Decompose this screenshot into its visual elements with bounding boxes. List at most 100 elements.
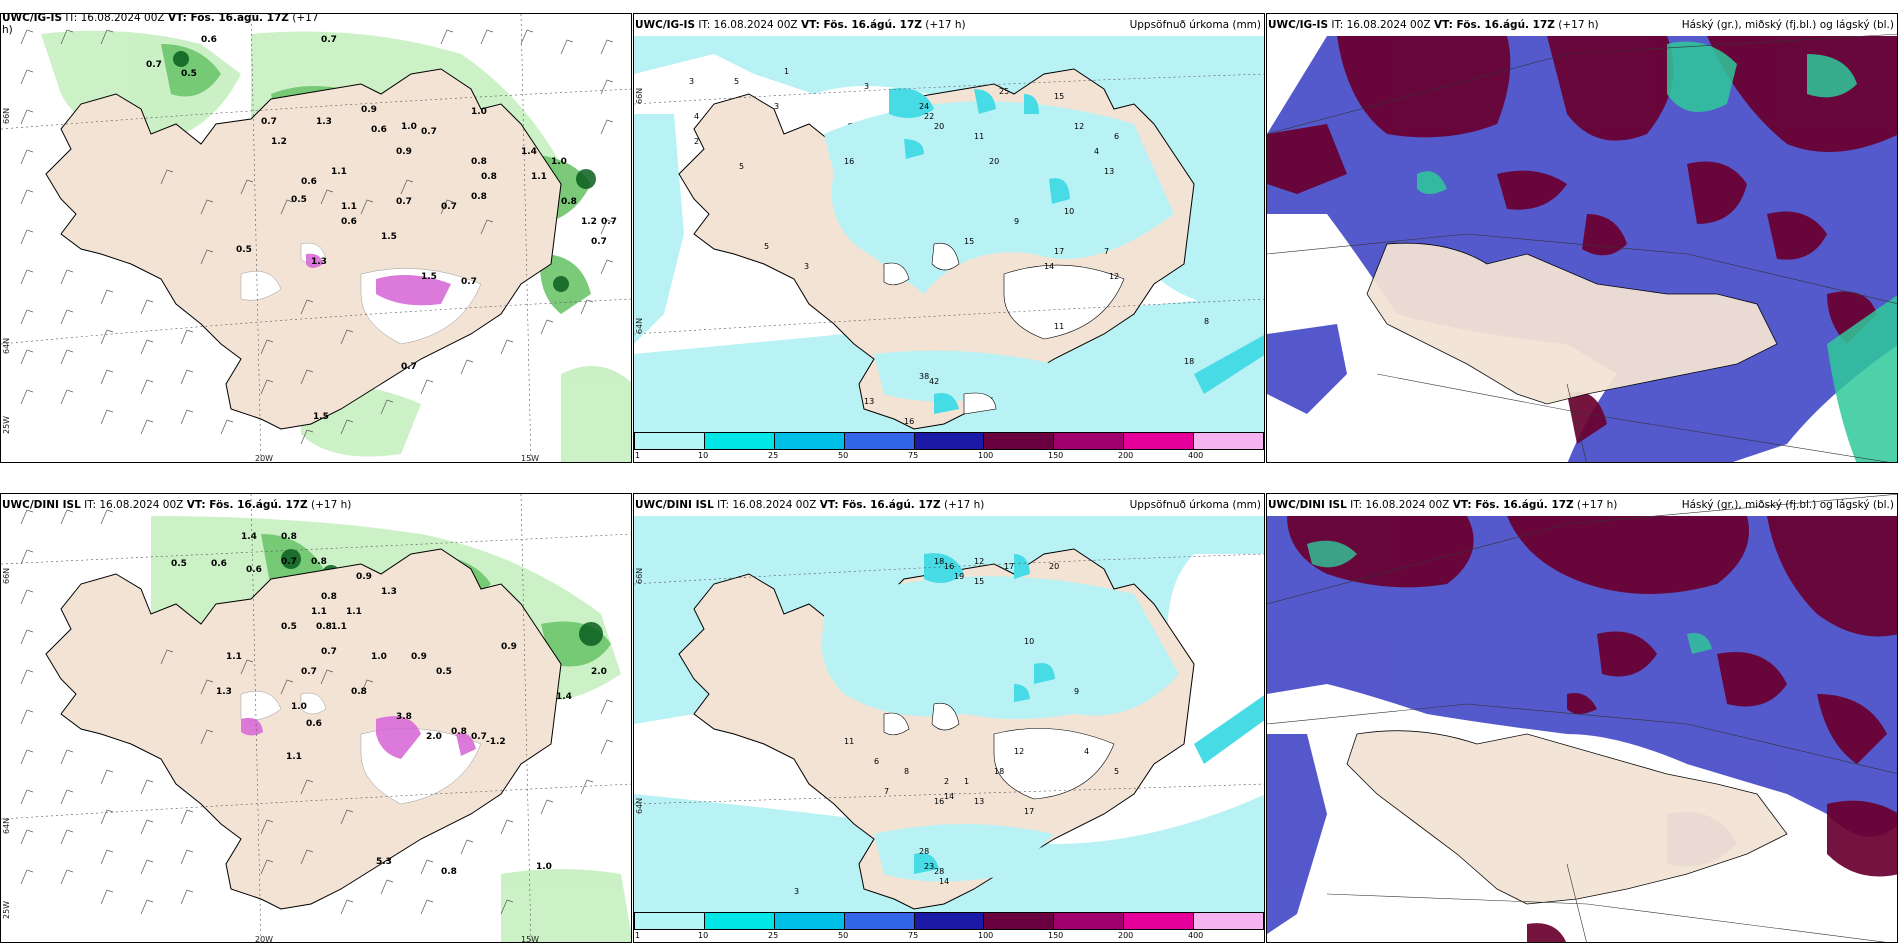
model-name: UWC/IG-IS bbox=[2, 13, 63, 24]
map-value-label: 12 bbox=[974, 557, 984, 566]
colorbar-tick-label: 75 bbox=[908, 451, 919, 460]
map-cloud-wind-bottom: 1.4 0.80.60.50.60.7 0.80.91.31.10.81.10.80… bbox=[1, 494, 631, 942]
map-value-label: 10 bbox=[1024, 637, 1034, 646]
map-value-label: 15 bbox=[974, 577, 984, 586]
panel-precip-bottom: 3 2 1 4 5 9 12 18 16 19 15 17 20 10 11 6 8 7 13 17 16 14 18 12 2… bbox=[633, 493, 1265, 943]
map-value-label: 25 bbox=[999, 87, 1009, 96]
colorbar-segment bbox=[1124, 913, 1195, 929]
map-value-label: 1.0 bbox=[291, 702, 307, 712]
map-value-label: 1.1 bbox=[346, 607, 362, 617]
map-value-label: 0.7 bbox=[471, 732, 487, 742]
map-value-label: 0.7 bbox=[146, 60, 162, 70]
colorbar-tick-label: 100 bbox=[978, 451, 994, 460]
panel-variable-label: Háský (gr.), miðský (fj.bl.) og lágský (… bbox=[1681, 19, 1894, 31]
colorbar-segment bbox=[635, 433, 705, 449]
map-value-label: 6 bbox=[874, 757, 879, 766]
lon-label: 15W bbox=[521, 935, 540, 943]
map-value-label: 1.3 bbox=[216, 687, 232, 697]
map-value-label: 0.9 bbox=[411, 652, 427, 662]
map-value-label: 10 bbox=[1064, 207, 1074, 216]
map-value-label: 18 bbox=[934, 557, 944, 566]
map-value-label: 1.3 bbox=[381, 587, 397, 597]
map-value-label: 0.7 bbox=[461, 277, 477, 287]
panel-variable-label: Uppsöfnuð úrkoma (mm) bbox=[1129, 499, 1261, 511]
colorbar-tick-label: 50 bbox=[838, 451, 849, 460]
panel-title: UWC/IG-IS IT: 16.08.2024 00Z VT: Fös. 16… bbox=[635, 19, 966, 31]
map-value-label: 0.5 bbox=[171, 559, 187, 569]
colorbar-segment bbox=[1054, 913, 1125, 929]
map-value-label: 15 bbox=[1054, 92, 1064, 101]
map-value-label: 15 bbox=[964, 237, 974, 246]
map-value-label: 17 bbox=[1024, 807, 1034, 816]
lat-label: 66N bbox=[635, 567, 644, 584]
map-value-label: 5 bbox=[1114, 767, 1119, 776]
map-value-label: 7 bbox=[884, 787, 889, 796]
colorbar-segment bbox=[844, 433, 915, 449]
colorbar-tick-label: 1 bbox=[635, 931, 641, 940]
colorbar-segment bbox=[984, 433, 1055, 449]
map-value-label: 23 bbox=[924, 862, 934, 871]
colorbar-segment bbox=[704, 433, 775, 449]
colorbar bbox=[634, 432, 1264, 450]
map-value-label: 4 bbox=[694, 112, 699, 121]
map-value-label: 6 bbox=[1114, 132, 1119, 141]
map-value-label: 20 bbox=[1049, 562, 1059, 571]
lat-label: 66N bbox=[635, 87, 644, 104]
colorbar-segment bbox=[1194, 913, 1264, 929]
lat-label: 64N bbox=[2, 817, 11, 834]
map-value-label: 1.1 bbox=[331, 622, 347, 632]
map-value-label: 0.7 bbox=[321, 647, 337, 657]
map-value-label: 28 bbox=[934, 867, 944, 876]
lat-label: 64N bbox=[635, 317, 644, 334]
colorbar-tick-label: 25 bbox=[768, 451, 779, 460]
panel-title: UWC/IG-IS IT: 16.08.2024 00Z VT: Fös. 16… bbox=[1268, 19, 1599, 31]
map-value-label: 42 bbox=[929, 377, 939, 386]
map-value-label: 0.7 bbox=[421, 127, 437, 137]
map-value-label: 1.2 bbox=[581, 217, 597, 227]
map-value-label: 0.8 bbox=[471, 192, 487, 202]
map-value-label: 2 bbox=[694, 137, 699, 146]
map-value-label: 11 bbox=[844, 737, 854, 746]
map-value-label: 17 bbox=[1004, 562, 1014, 571]
map-value-label: 0.9 bbox=[396, 147, 412, 157]
colorbar-tick-label: 25 bbox=[768, 931, 779, 940]
map-value-label: 0.7 bbox=[401, 362, 417, 372]
map-value-label: 11 bbox=[1054, 322, 1064, 331]
map-value-label: 1.1 bbox=[311, 607, 327, 617]
lon-label: 20W bbox=[255, 935, 274, 943]
map-value-label: 0.8 bbox=[351, 687, 367, 697]
map-value-label: 0.9 bbox=[356, 572, 372, 582]
colorbar-tick-label: 10 bbox=[698, 931, 709, 940]
colorbar-segment bbox=[774, 913, 845, 929]
map-value-label: 3.8 bbox=[396, 712, 412, 722]
map-value-label: 1.1 bbox=[531, 172, 547, 182]
map-value-label: 0.8 bbox=[441, 867, 457, 877]
map-value-label: 0.5 bbox=[281, 622, 297, 632]
colorbar-segment bbox=[844, 913, 915, 929]
map-value-label: 3 bbox=[804, 262, 809, 271]
colorbar-segment bbox=[1054, 433, 1125, 449]
colorbar-segment bbox=[914, 913, 985, 929]
map-value-label: 1.1 bbox=[341, 202, 357, 212]
colorbar-segment bbox=[704, 913, 775, 929]
map-value-label: 1 bbox=[784, 67, 789, 76]
map-value-label: 0.7 bbox=[591, 237, 607, 247]
map-value-label: 1.4 bbox=[521, 147, 537, 157]
map-value-label: 13 bbox=[974, 797, 984, 806]
map-value-label: 1.0 bbox=[401, 122, 417, 132]
map-value-label: 12 bbox=[1109, 272, 1119, 281]
map-value-label: 0.7 bbox=[601, 217, 617, 227]
map-value-label: 1.4 bbox=[241, 532, 257, 542]
map-value-label: 5 bbox=[739, 162, 744, 171]
map-value-label: 0.7 bbox=[281, 557, 297, 567]
colorbar-tick-label: 50 bbox=[838, 931, 849, 940]
colorbar-segment bbox=[914, 433, 985, 449]
map-value-label: 1.3 bbox=[311, 257, 327, 267]
lat-label: 64N bbox=[635, 797, 644, 814]
map-value-label: 0.5 bbox=[291, 195, 307, 205]
map-value-label: 16 bbox=[944, 562, 954, 571]
map-value-label: 24 bbox=[919, 102, 929, 111]
colorbar-ticks: 1 10 25 50 75 100 150 200 400 bbox=[634, 931, 1264, 942]
lat-label: 66N bbox=[2, 567, 11, 584]
map-value-label: 0.5 bbox=[181, 69, 197, 79]
